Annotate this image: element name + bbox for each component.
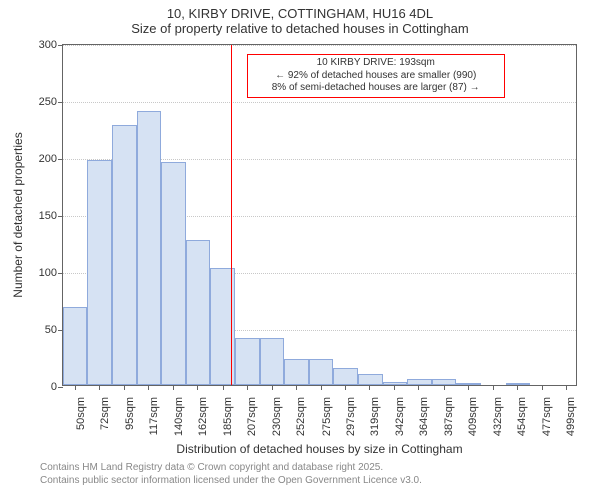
xtick-label: 499sqm <box>565 397 577 436</box>
xtick-mark <box>148 385 149 390</box>
xtick-mark <box>75 385 76 390</box>
histogram-bar <box>456 383 481 385</box>
ytick-label: 200 <box>39 153 57 165</box>
histogram-bar <box>235 338 260 385</box>
xtick-mark <box>369 385 370 390</box>
xtick-mark <box>321 385 322 390</box>
xtick-mark <box>272 385 273 390</box>
xtick-mark <box>345 385 346 390</box>
xtick-label: 342sqm <box>394 397 406 436</box>
histogram-bar <box>309 359 334 385</box>
annotation-line: ← 92% of detached houses are smaller (99… <box>254 70 498 83</box>
chart-title-2: Size of property relative to detached ho… <box>0 21 600 36</box>
xtick-label: 185sqm <box>222 397 234 436</box>
xtick-label: 297sqm <box>345 397 357 436</box>
xtick-label: 140sqm <box>173 397 185 436</box>
ytick-label: 100 <box>39 267 57 279</box>
xtick-label: 117sqm <box>148 397 160 435</box>
x-axis-label-text: Distribution of detached houses by size … <box>176 442 462 456</box>
ytick-mark <box>58 102 63 103</box>
y-axis-label: Number of detached properties <box>11 132 25 297</box>
xtick-label: 72sqm <box>99 397 111 430</box>
property-marker-line <box>231 45 232 385</box>
chart-container: 10, KIRBY DRIVE, COTTINGHAM, HU16 4DL Si… <box>0 0 600 500</box>
title-text-2: Size of property relative to detached ho… <box>131 21 468 36</box>
xtick-label: 409sqm <box>467 397 479 436</box>
xtick-label: 230sqm <box>271 397 283 436</box>
xtick-mark <box>566 385 567 390</box>
xtick-label: 95sqm <box>124 397 136 430</box>
annotation-line: 10 KIRBY DRIVE: 193sqm <box>254 57 498 70</box>
xtick-mark <box>444 385 445 390</box>
histogram-bar <box>63 307 88 385</box>
xtick-mark <box>394 385 395 390</box>
gridline <box>63 45 576 46</box>
xtick-mark <box>468 385 469 390</box>
ytick-label: 250 <box>39 96 57 108</box>
histogram-bar <box>260 338 285 385</box>
xtick-label: 364sqm <box>418 397 430 436</box>
ytick-label: 50 <box>45 324 57 336</box>
histogram-bar <box>407 379 432 385</box>
xtick-label: 50sqm <box>75 397 87 430</box>
ytick-label: 150 <box>39 210 57 222</box>
histogram-bar <box>186 240 211 385</box>
ytick-label: 0 <box>51 381 57 393</box>
footer-line-2: Contains public sector information licen… <box>40 475 422 488</box>
xtick-label: 432sqm <box>492 397 504 436</box>
histogram-bar <box>112 125 137 385</box>
ytick-mark <box>58 216 63 217</box>
xtick-label: 252sqm <box>295 397 307 436</box>
xtick-mark <box>296 385 297 390</box>
xtick-label: 162sqm <box>197 397 209 436</box>
histogram-bar <box>87 160 112 385</box>
gridline <box>63 102 576 103</box>
xtick-label: 387sqm <box>443 397 455 436</box>
ytick-mark <box>58 159 63 160</box>
histogram-bar <box>358 374 383 385</box>
xtick-mark <box>124 385 125 390</box>
x-axis-label: Distribution of detached houses by size … <box>176 442 462 456</box>
xtick-mark <box>493 385 494 390</box>
xtick-mark <box>223 385 224 390</box>
xtick-mark <box>197 385 198 390</box>
xtick-label: 275sqm <box>321 397 333 436</box>
ytick-mark <box>58 387 63 388</box>
xtick-label: 454sqm <box>516 397 528 436</box>
plot-area: 05010015020025030050sqm72sqm95sqm117sqm1… <box>62 44 577 386</box>
xtick-label: 477sqm <box>541 397 553 436</box>
xtick-mark <box>542 385 543 390</box>
xtick-mark <box>99 385 100 390</box>
title-text-1: 10, KIRBY DRIVE, COTTINGHAM, HU16 4DL <box>167 6 433 21</box>
xtick-mark <box>173 385 174 390</box>
footer-line-1: Contains HM Land Registry data © Crown c… <box>40 462 422 475</box>
histogram-bar <box>506 383 531 385</box>
xtick-mark <box>247 385 248 390</box>
ytick-mark <box>58 45 63 46</box>
annotation-line: 8% of semi-detached houses are larger (8… <box>254 82 498 95</box>
ytick-label: 300 <box>39 39 57 51</box>
histogram-bar <box>333 368 358 385</box>
xtick-label: 319sqm <box>369 397 381 436</box>
histogram-bar <box>137 111 162 385</box>
xtick-mark <box>517 385 518 390</box>
xtick-label: 207sqm <box>246 397 258 436</box>
footer: Contains HM Land Registry data © Crown c… <box>40 462 422 487</box>
xtick-mark <box>418 385 419 390</box>
annotation-box: 10 KIRBY DRIVE: 193sqm← 92% of detached … <box>247 54 505 98</box>
ytick-mark <box>58 273 63 274</box>
chart-title-1: 10, KIRBY DRIVE, COTTINGHAM, HU16 4DL <box>0 0 600 21</box>
y-axis-label-text: Number of detached properties <box>11 132 25 297</box>
histogram-bar <box>284 359 309 385</box>
histogram-bar <box>161 162 186 385</box>
